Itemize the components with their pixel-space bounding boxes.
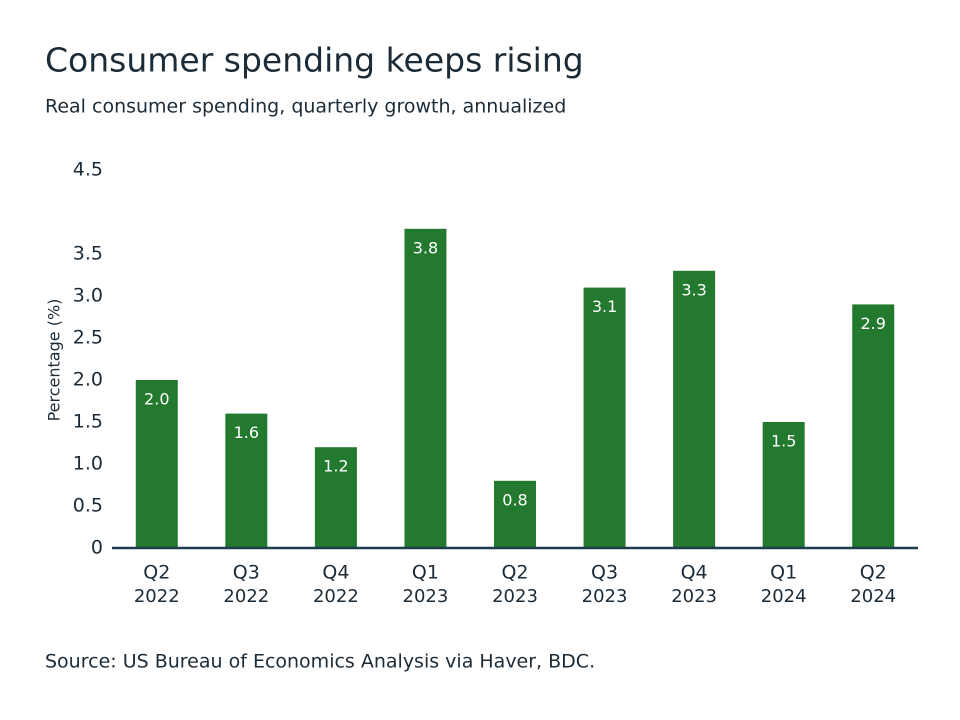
x-tick-label: Q2 bbox=[860, 562, 887, 584]
y-axis-label: Percentage (%) bbox=[45, 299, 64, 422]
value-label: 1.2 bbox=[323, 457, 348, 476]
bar bbox=[404, 228, 447, 549]
value-label: 0.8 bbox=[502, 490, 527, 509]
y-tick-label: 2.5 bbox=[73, 327, 103, 349]
bar bbox=[135, 380, 178, 548]
x-tick-sublabel: 2024 bbox=[761, 586, 807, 607]
y-tick-label: 0 bbox=[91, 537, 103, 559]
x-tick-sublabel: 2022 bbox=[313, 586, 359, 607]
x-tick-sublabel: 2024 bbox=[850, 586, 896, 607]
x-tick-sublabel: 2023 bbox=[492, 586, 538, 607]
value-label: 3.8 bbox=[413, 238, 438, 257]
value-label: 3.1 bbox=[592, 297, 617, 316]
value-label: 2.9 bbox=[860, 314, 885, 333]
x-tick-label: Q4 bbox=[322, 562, 349, 584]
chart-subtitle: Real consumer spending, quarterly growth… bbox=[45, 96, 566, 118]
value-label: 3.3 bbox=[681, 280, 706, 299]
bar bbox=[762, 422, 805, 548]
bar bbox=[673, 270, 716, 548]
x-tick-label: Q2 bbox=[143, 562, 170, 584]
bar bbox=[852, 304, 895, 548]
x-tick-label: Q3 bbox=[233, 562, 260, 584]
y-tick-label: 2.0 bbox=[73, 369, 103, 391]
bar bbox=[225, 413, 268, 548]
y-tick-label: 1.5 bbox=[73, 411, 103, 433]
y-tick-label: 4.5 bbox=[73, 159, 103, 181]
x-tick-sublabel: 2022 bbox=[134, 586, 180, 607]
y-tick-label: 3.5 bbox=[73, 243, 103, 265]
x-tick-label: Q2 bbox=[501, 562, 528, 584]
bar bbox=[583, 287, 626, 548]
y-tick-label: 3.0 bbox=[73, 285, 103, 307]
x-tick-label: Q1 bbox=[770, 562, 797, 584]
y-tick-label: 0.5 bbox=[73, 495, 103, 517]
x-tick-label: Q1 bbox=[412, 562, 439, 584]
value-label: 1.6 bbox=[234, 423, 259, 442]
x-tick-sublabel: 2023 bbox=[582, 586, 628, 607]
x-tick-label: Q4 bbox=[681, 562, 708, 584]
x-tick-sublabel: 2023 bbox=[671, 586, 717, 607]
bar bbox=[494, 480, 536, 548]
x-tick-sublabel: 2023 bbox=[403, 586, 449, 607]
chart-title: Consumer spending keeps rising bbox=[45, 41, 584, 80]
x-tick-label: Q3 bbox=[591, 562, 618, 584]
source-note: Source: US Bureau of Economics Analysis … bbox=[45, 651, 595, 673]
y-tick-label: 1.0 bbox=[73, 453, 103, 475]
x-tick-sublabel: 2022 bbox=[223, 586, 269, 607]
value-label: 2.0 bbox=[144, 390, 169, 409]
value-label: 1.5 bbox=[771, 432, 796, 451]
bar bbox=[314, 447, 357, 548]
